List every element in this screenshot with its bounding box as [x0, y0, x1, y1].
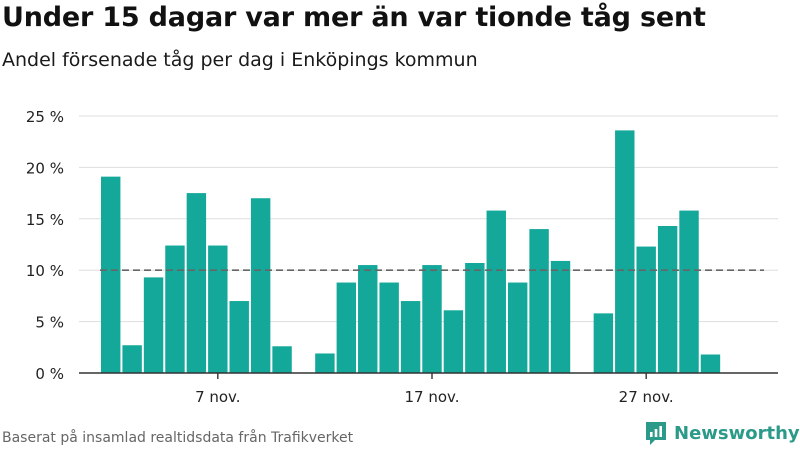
bar — [315, 353, 335, 373]
source-note: Baserat på insamlad realtidsdata från Tr… — [2, 430, 354, 446]
bar — [486, 210, 506, 373]
bar — [165, 245, 185, 373]
bar — [443, 310, 464, 373]
brand: Newsworthy — [644, 420, 800, 446]
y-tick-label: 15 % — [26, 211, 64, 229]
bar — [657, 225, 678, 373]
bar — [636, 246, 656, 373]
bar — [186, 193, 207, 373]
bar — [143, 277, 164, 373]
bar — [122, 345, 142, 373]
bar — [593, 313, 614, 373]
chart-subtitle: Andel försenade tåg per dag i Enköpings … — [2, 49, 478, 71]
bar — [507, 282, 528, 373]
x-tick-label: 7 nov. — [195, 388, 240, 406]
x-tick-label: 27 nov. — [619, 388, 674, 406]
bar — [229, 301, 249, 373]
newsworthy-logo-icon — [646, 422, 666, 445]
bar — [250, 198, 271, 373]
bar — [208, 245, 228, 373]
bar — [272, 346, 292, 373]
bar — [679, 210, 699, 373]
x-tick-label: 17 nov. — [404, 388, 459, 406]
chart-title: Under 15 dagar var mer än var tionde tåg… — [2, 2, 706, 33]
y-tick-label: 10 % — [26, 262, 64, 280]
bar — [400, 301, 421, 373]
y-tick-label: 5 % — [35, 314, 64, 332]
bar — [101, 176, 121, 373]
y-tick-label: 25 % — [26, 108, 64, 126]
bar — [615, 130, 635, 373]
bar — [422, 265, 442, 373]
bar — [358, 265, 378, 373]
bar — [529, 229, 549, 373]
bar — [379, 282, 399, 373]
bar — [700, 354, 721, 373]
y-tick-label: 20 % — [26, 159, 64, 177]
bar — [550, 260, 571, 373]
bar — [336, 282, 357, 373]
brand-name: Newsworthy — [674, 422, 800, 444]
y-tick-label: 0 % — [35, 365, 64, 383]
bar — [465, 263, 485, 373]
